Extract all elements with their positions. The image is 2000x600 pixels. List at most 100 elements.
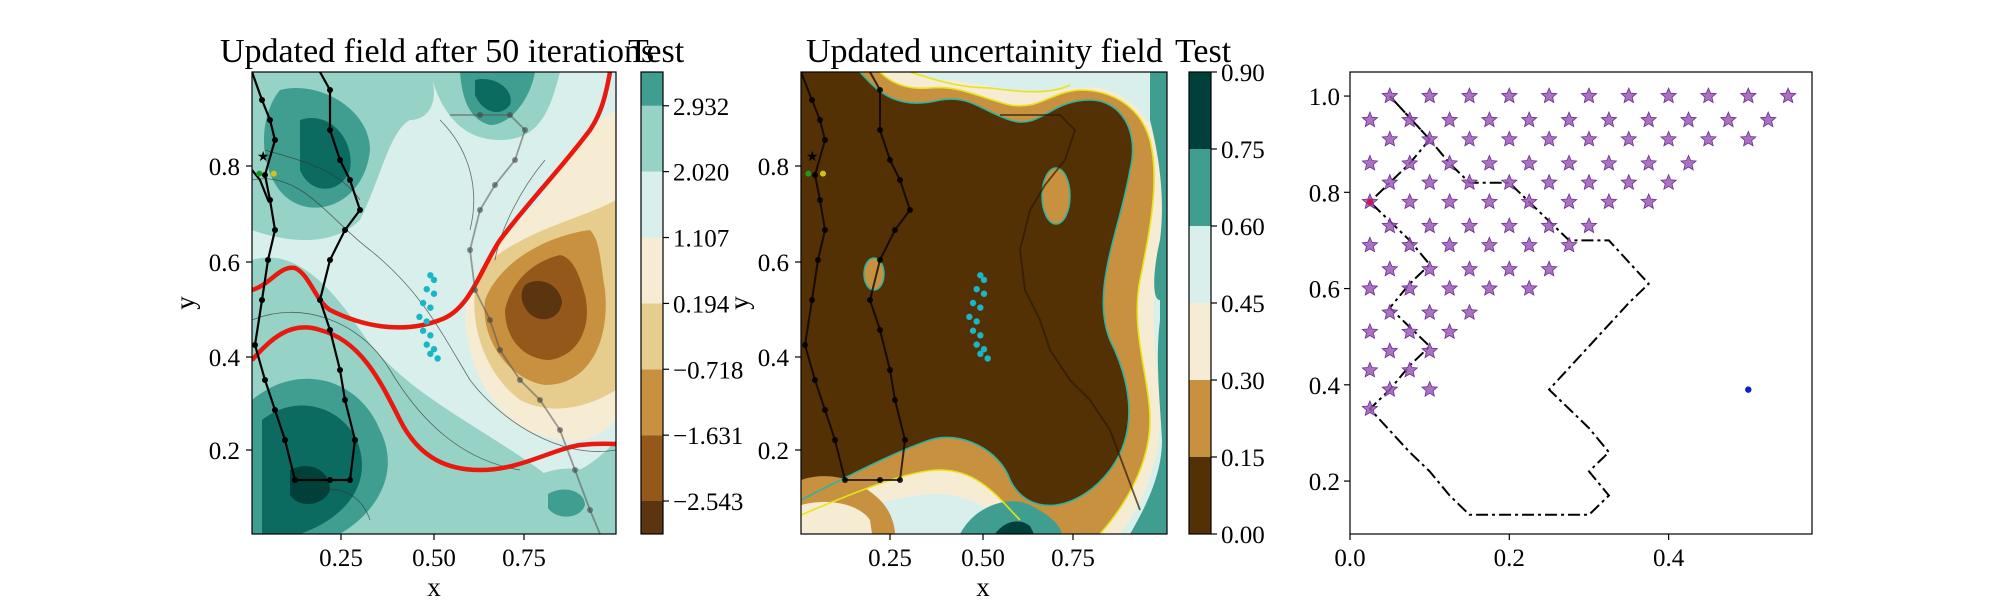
star-marker <box>1381 260 1399 277</box>
star-marker <box>1460 173 1479 191</box>
colorbar-segment <box>641 72 663 106</box>
dot-marker <box>1366 198 1374 206</box>
star-marker <box>1699 87 1718 104</box>
sample-point <box>423 341 430 348</box>
sample-point <box>973 341 980 348</box>
colorbar-segment <box>1189 72 1211 149</box>
sample-point <box>973 285 980 293</box>
star-marker <box>1361 361 1379 378</box>
star-marker <box>1441 111 1459 128</box>
star-marker <box>1361 399 1379 417</box>
colorbar-segment <box>1189 380 1211 457</box>
star-marker <box>1381 342 1399 359</box>
panel-3-ytick-label: 1.0 <box>1309 84 1340 111</box>
sample-point <box>430 290 438 297</box>
panel-2-ytick: 0.8 <box>758 154 789 181</box>
panel-3-xtick-label: 0.4 <box>1653 545 1685 572</box>
panel-2-uncertainty: Updated uncertainity field <box>724 33 1265 600</box>
star-marker <box>1361 154 1379 171</box>
colorbar-tick-label: 0.45 <box>1221 291 1265 318</box>
panel-2-colorbar: 0.00 0.15 0.30 0.45 0.60 0.75 0.90 <box>1188 60 1265 549</box>
star-marker <box>1381 87 1399 104</box>
panel-1-xlabel: x <box>427 572 441 600</box>
sample-point <box>805 170 812 177</box>
star-marker <box>1679 154 1698 171</box>
star-marker <box>1660 173 1678 191</box>
star-marker <box>1600 154 1618 171</box>
star-marker <box>1500 130 1518 147</box>
panel-2-ytick: 0.6 <box>758 250 789 277</box>
star-marker <box>1361 322 1379 340</box>
sample-point <box>434 355 441 362</box>
panel-2-axes-frame <box>800 71 1168 535</box>
sample-point <box>969 327 977 334</box>
star-marker <box>1640 154 1658 171</box>
sample-point <box>980 290 988 297</box>
colorbar-tick-label: 0.00 <box>1221 522 1265 549</box>
sample-point <box>423 285 430 293</box>
panel-2-title: Updated uncertainity field <box>806 33 1163 70</box>
star-marker <box>1520 111 1538 128</box>
star-marker <box>1520 279 1538 296</box>
star-marker <box>1441 236 1459 253</box>
sample-point <box>423 318 430 325</box>
colorbar-tick-label: 1.107 <box>673 226 729 253</box>
sample-point <box>419 327 427 334</box>
panel-2-xtick: 0.25 <box>868 545 912 572</box>
star-marker <box>1500 216 1518 234</box>
colorbar-segment <box>1189 149 1211 226</box>
star-marker <box>1441 279 1459 296</box>
colorbar-tick-label: 2.020 <box>673 160 729 187</box>
star-marker <box>1401 236 1419 253</box>
star-marker <box>1421 303 1439 320</box>
sample-point <box>966 313 973 321</box>
star-marker <box>1779 87 1797 104</box>
panel-1-xtick: 0.50 <box>412 545 456 572</box>
star-marker <box>1620 173 1638 191</box>
sample-point <box>980 346 988 353</box>
boundary-line <box>1368 95 1651 516</box>
star-marker <box>1460 260 1479 277</box>
star-marker <box>1401 322 1419 340</box>
star-marker <box>1600 111 1618 128</box>
panel-1-colorbar-label: Test <box>628 33 685 70</box>
star-marker <box>1361 279 1379 296</box>
colorbar-tick-label: 0.194 <box>673 291 730 318</box>
colorbar-tick-label: −2.543 <box>673 489 743 516</box>
colorbar-tick-label: 0.75 <box>1221 137 1265 164</box>
sample-star: ★ <box>806 150 819 165</box>
sample-point <box>419 299 427 307</box>
panel-1-ylabel: y <box>170 296 200 310</box>
colorbar-segment <box>641 105 663 172</box>
star-marker <box>1560 192 1578 210</box>
colorbar-tick-label: −1.631 <box>673 423 743 450</box>
panel-2-xlabel: x <box>976 572 990 600</box>
panel-1-colorbar: −2.543 −1.631 −0.718 0.194 1.107 2.020 2.932 <box>640 71 743 535</box>
star-marker <box>1719 111 1737 128</box>
panel-2-xtick: 0.75 <box>1051 545 1095 572</box>
sample-point <box>977 272 984 279</box>
sample-point <box>819 170 826 177</box>
sample-point <box>977 350 984 358</box>
star-marker <box>1421 173 1439 191</box>
panel-3-xtick-label: 0.0 <box>1334 545 1365 572</box>
star-marker <box>1699 130 1718 147</box>
star-marker <box>1580 173 1598 191</box>
panel-1-title: Updated field after 50 iterations <box>220 33 654 70</box>
colorbar-segment <box>641 237 663 304</box>
star-marker <box>1540 260 1558 277</box>
sample-star: ★ <box>257 150 270 165</box>
panel-1-ytick: 0.8 <box>209 154 240 181</box>
star-marker <box>1540 130 1558 147</box>
star-marker <box>1560 111 1578 128</box>
star-marker <box>1620 130 1638 147</box>
star-marker <box>1381 173 1399 191</box>
star-marker <box>1739 87 1757 104</box>
star-marker <box>1401 279 1419 296</box>
star-marker <box>1560 236 1578 253</box>
star-marker <box>1520 192 1538 210</box>
star-marker <box>1500 173 1518 191</box>
star-marker <box>1640 111 1658 128</box>
dot-marker <box>1745 386 1752 393</box>
sample-point <box>977 304 984 311</box>
